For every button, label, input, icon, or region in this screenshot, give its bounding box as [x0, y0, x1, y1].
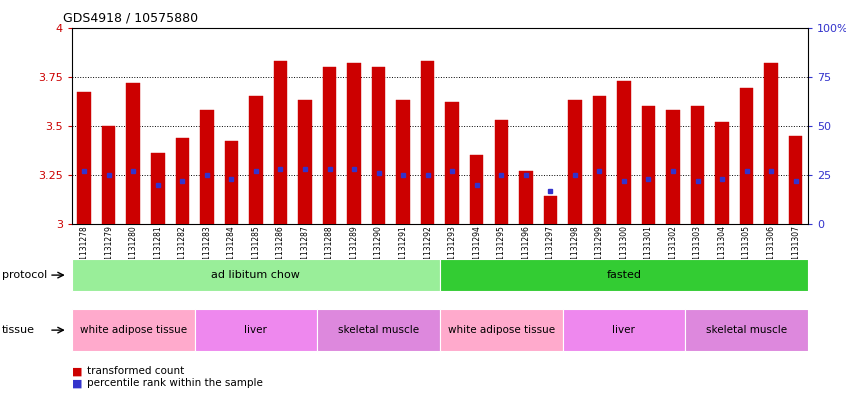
- Bar: [323, 67, 336, 224]
- Text: white adipose tissue: white adipose tissue: [80, 325, 187, 335]
- Bar: [225, 141, 238, 224]
- Bar: [569, 100, 581, 224]
- Bar: [440, 259, 808, 291]
- Bar: [78, 92, 91, 224]
- Text: ■: ■: [72, 366, 82, 376]
- Bar: [440, 309, 563, 351]
- Bar: [421, 61, 434, 224]
- Text: skeletal muscle: skeletal muscle: [706, 325, 787, 335]
- Bar: [789, 136, 802, 224]
- Bar: [691, 106, 704, 224]
- Bar: [72, 309, 195, 351]
- Bar: [740, 88, 753, 224]
- Bar: [299, 100, 311, 224]
- Text: GDS4918 / 10575880: GDS4918 / 10575880: [63, 12, 199, 25]
- Bar: [372, 67, 385, 224]
- Text: transformed count: transformed count: [87, 366, 184, 376]
- Text: skeletal muscle: skeletal muscle: [338, 325, 419, 335]
- Bar: [397, 100, 409, 224]
- Bar: [593, 96, 606, 224]
- Text: ■: ■: [72, 378, 82, 388]
- Bar: [201, 110, 213, 224]
- Bar: [127, 83, 140, 224]
- Bar: [642, 106, 655, 224]
- Bar: [102, 126, 115, 224]
- Text: liver: liver: [244, 325, 267, 335]
- Bar: [72, 259, 440, 291]
- Bar: [544, 196, 557, 224]
- Bar: [250, 96, 262, 224]
- Text: fasted: fasted: [607, 270, 641, 280]
- Bar: [446, 102, 459, 224]
- Bar: [495, 120, 508, 224]
- Bar: [176, 138, 189, 224]
- Text: ad libitum chow: ad libitum chow: [212, 270, 300, 280]
- Bar: [716, 122, 728, 224]
- Text: liver: liver: [613, 325, 635, 335]
- Bar: [151, 153, 164, 224]
- Bar: [685, 309, 808, 351]
- Bar: [274, 61, 287, 224]
- Bar: [765, 63, 777, 224]
- Text: tissue: tissue: [2, 325, 35, 335]
- Bar: [470, 155, 483, 224]
- Bar: [519, 171, 532, 224]
- Bar: [563, 309, 685, 351]
- Bar: [317, 309, 440, 351]
- Text: white adipose tissue: white adipose tissue: [448, 325, 555, 335]
- Bar: [667, 110, 679, 224]
- Bar: [618, 81, 630, 224]
- Text: percentile rank within the sample: percentile rank within the sample: [87, 378, 263, 388]
- Bar: [195, 309, 317, 351]
- Text: protocol: protocol: [2, 270, 47, 280]
- Bar: [348, 63, 360, 224]
